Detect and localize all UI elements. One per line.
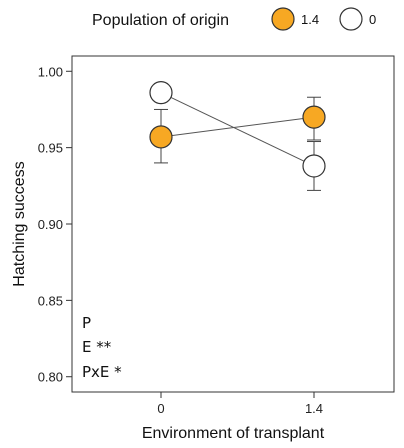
x-axis-title: Environment of transplant (142, 425, 325, 442)
x-tick-label: 0 (157, 401, 164, 416)
x-axis: 0 1.4 (157, 392, 323, 416)
annotation-pxe: PxE * (82, 363, 122, 381)
series-lines (160, 92, 315, 167)
legend-title: Population of origin (92, 12, 229, 29)
legend-label-0: 0 (369, 12, 376, 27)
legend-marker-0 (339, 7, 363, 31)
legend: Population of origin 1.4 0 (92, 7, 376, 31)
y-axis-title: Hatching success (11, 161, 28, 286)
series-line (160, 116, 315, 138)
legend-marker-1-4 (271, 7, 295, 31)
data-point (149, 125, 173, 149)
data-point (302, 105, 326, 129)
y-tick-label: 0.85 (38, 293, 63, 308)
data-point (302, 154, 326, 178)
plot-frame (71, 55, 395, 393)
x-tick-label: 1.4 (305, 401, 323, 416)
significance-annotations: P E ** PxE * (82, 314, 122, 381)
y-axis: 0.80 0.85 0.90 0.95 1.00 (38, 64, 72, 385)
error-bars (154, 96, 321, 191)
y-tick-label: 0.80 (38, 370, 63, 385)
y-tick-label: 0.95 (38, 141, 63, 156)
data-points (149, 81, 326, 178)
y-tick-label: 0.90 (38, 217, 63, 232)
y-tick-label: 1.00 (38, 64, 63, 79)
annotation-p: P (82, 314, 91, 332)
data-point (149, 81, 173, 105)
annotation-e: E ** (82, 338, 112, 356)
series-line (160, 92, 315, 167)
legend-label-1-4: 1.4 (301, 12, 319, 27)
